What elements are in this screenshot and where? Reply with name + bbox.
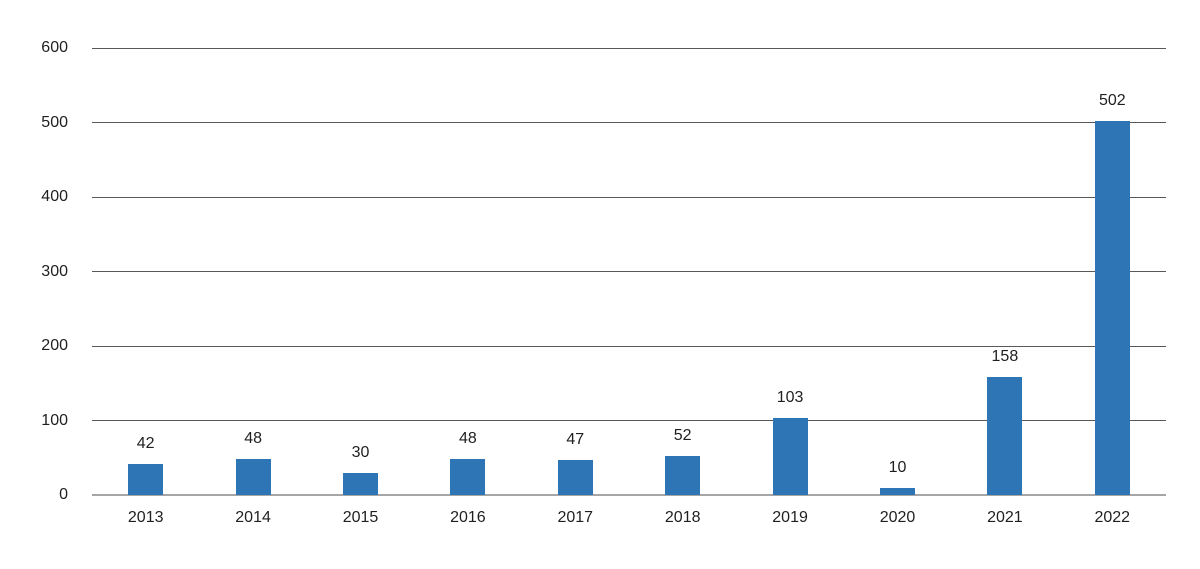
gridline — [92, 122, 1166, 123]
x-tick-label-2013: 2013 — [127, 509, 164, 526]
x-tick-label-2015: 2015 — [342, 509, 379, 526]
y-tick-label: 300 — [41, 262, 68, 280]
x-tick-label-2016: 2016 — [450, 509, 486, 526]
gridline — [92, 420, 1166, 421]
x-axis-line — [92, 494, 1166, 496]
x-tick-label-2020: 2020 — [879, 509, 916, 526]
x-tick-label-2017: 2017 — [557, 509, 594, 526]
x-tick-label-2022: 2022 — [1094, 509, 1131, 526]
gridline — [92, 345, 1166, 347]
bar-2017 — [557, 459, 593, 495]
plot-area: 42 48 30 48 47 52 103 10 158 502 — [92, 0, 1166, 569]
value-label-2014: 48 — [244, 430, 262, 448]
bar-2021 — [987, 377, 1023, 495]
bar-2022 — [1094, 121, 1130, 495]
y-tick-label: 500 — [41, 113, 68, 131]
y-tick-label: 600 — [41, 39, 68, 56]
gridline — [92, 47, 1166, 49]
y-tick-label: 400 — [41, 188, 68, 205]
value-label-2015: 30 — [351, 443, 370, 461]
y-tick-label: 100 — [41, 411, 68, 429]
value-label-2016: 48 — [458, 430, 477, 448]
value-label-2022: 502 — [1098, 92, 1126, 109]
bar-2018 — [665, 456, 701, 495]
value-label-2019: 103 — [776, 389, 804, 407]
y-tick-label: 0 — [59, 486, 68, 503]
gridline — [92, 196, 1166, 198]
bar-2020 — [880, 487, 915, 495]
bar-2014 — [235, 459, 271, 495]
value-label-2018: 52 — [673, 427, 692, 445]
bar-2016 — [450, 459, 486, 495]
value-label-2021: 158 — [991, 348, 1019, 366]
x-tick-label-2019: 2019 — [772, 509, 808, 526]
x-tick-label-2014: 2014 — [235, 509, 271, 526]
value-label-2013: 42 — [136, 434, 155, 452]
value-label-2020: 10 — [888, 458, 907, 476]
value-label-2017: 47 — [566, 430, 585, 448]
x-tick-label-2021: 2021 — [987, 509, 1023, 526]
bar-2019 — [772, 418, 808, 495]
bar-2013 — [128, 463, 164, 495]
y-tick-label: 200 — [41, 337, 68, 354]
bar-2015 — [343, 472, 378, 495]
x-tick-label-2018: 2018 — [664, 509, 701, 526]
gridline — [92, 271, 1166, 272]
